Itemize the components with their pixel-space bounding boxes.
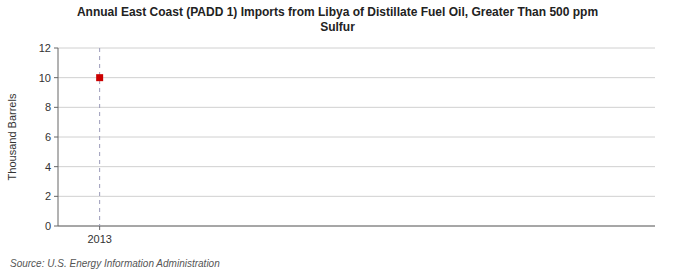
y-tick-label: 4 xyxy=(45,161,51,173)
y-axis xyxy=(58,48,59,226)
y-tick xyxy=(54,166,58,167)
x-tick-label: 2013 xyxy=(87,233,111,245)
grid-line xyxy=(58,166,655,167)
plot-area xyxy=(96,48,103,226)
title-line: Annual East Coast (PADD 1) Imports from … xyxy=(77,5,598,19)
x-tick xyxy=(99,226,100,230)
chart: Annual East Coast (PADD 1) Imports from … xyxy=(0,0,675,275)
x-axis xyxy=(58,226,655,227)
grid-line xyxy=(58,137,655,138)
grid-line xyxy=(58,48,655,49)
y-tick xyxy=(54,77,58,78)
y-tick xyxy=(54,196,58,197)
y-tick-label: 10 xyxy=(39,72,51,84)
y-tick-label: 2 xyxy=(45,190,51,202)
y-tick xyxy=(54,226,58,227)
y-tick xyxy=(54,107,58,108)
y-tick-label: 12 xyxy=(39,42,51,54)
grid-line xyxy=(58,107,655,108)
title: Annual East Coast (PADD 1) Imports from … xyxy=(77,5,598,34)
grid-line xyxy=(58,77,655,78)
y-tick-label: 0 xyxy=(45,220,51,232)
grid-line xyxy=(58,226,655,227)
y-tick xyxy=(54,137,58,138)
y-tick-label: 8 xyxy=(45,101,51,113)
source-note: Source: U.S. Energy Information Administ… xyxy=(10,258,220,269)
chart-container: Annual East Coast (PADD 1) Imports from … xyxy=(0,0,675,275)
data-point xyxy=(96,74,103,81)
y-tick xyxy=(54,48,58,49)
y-tick-label: 6 xyxy=(45,131,51,143)
title-line: Sulfur xyxy=(320,20,355,34)
grid-line xyxy=(58,196,655,197)
y-axis-label: Thousand Barrels xyxy=(6,93,18,180)
